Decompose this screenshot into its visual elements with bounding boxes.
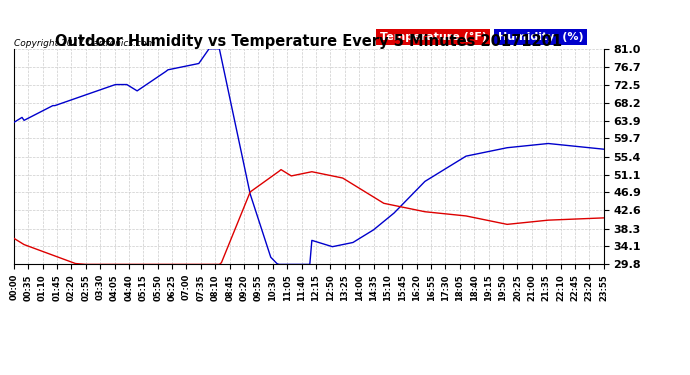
Title: Outdoor Humidity vs Temperature Every 5 Minutes 20171201: Outdoor Humidity vs Temperature Every 5 … — [55, 34, 562, 49]
Text: Humidity  (%): Humidity (%) — [497, 32, 583, 42]
Text: Temperature (°F): Temperature (°F) — [380, 32, 486, 42]
Text: Copyright 2017 Cartronics.com: Copyright 2017 Cartronics.com — [14, 39, 155, 48]
